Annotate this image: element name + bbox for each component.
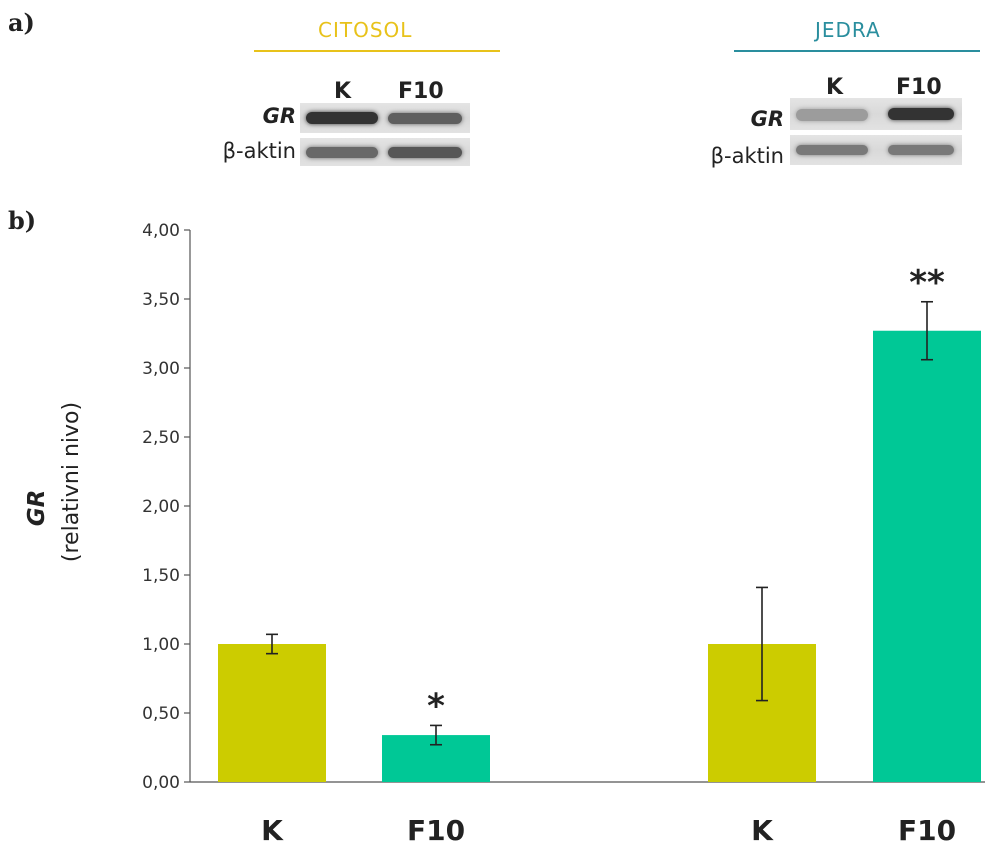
blot-strip-actin [300,138,470,166]
x-axis-labels: K F10 K F10 [261,814,956,847]
blot-rule-jedra [734,50,980,52]
x-category-label: F10 [898,814,956,847]
blot-band [306,112,378,124]
blot-band [388,113,462,124]
y-tick-label: 0,00 [142,773,180,793]
y-tick-label: 3,00 [142,359,180,379]
blot-strip-gr [790,98,962,130]
y-tick-label: 2,50 [142,428,180,448]
blot-row-label: GR [262,104,296,128]
y-tick-label: 2,00 [142,497,180,517]
x-category-label: K [261,814,284,847]
bar [873,330,981,782]
y-axis-subtitle: (relativni nivo) [59,402,84,562]
y-tick-label: 1,00 [142,635,180,655]
lane-label-k: K [334,79,352,104]
y-tick-label: 1,50 [142,566,180,586]
blot-row-label: GR [750,107,784,131]
panel-b-label: b) [8,206,37,235]
bars: *** [218,263,981,782]
lane-label-f10: F10 [896,75,942,100]
blot-title-jedra: JEDRA [815,18,881,42]
y-tick-label: 3,50 [142,290,180,310]
blot-strip-gr [300,103,470,133]
blot-band [306,147,378,158]
significance-marker: * [427,686,445,726]
blot-band [888,145,954,155]
blot-rule-citosol [254,50,500,52]
blot-row-label: β-aktin [222,139,296,163]
blot-strip-actin [790,135,962,165]
lane-label-k: K [826,75,844,100]
bar [218,644,326,782]
blot-band [796,109,868,121]
panel-a-label: a) [8,8,35,37]
blot-band [388,147,462,158]
x-category-label: F10 [407,814,465,847]
lane-label-f10: F10 [398,79,444,104]
significance-marker: ** [909,263,945,303]
blot-band [888,108,954,120]
blot-band [796,145,868,155]
x-category-label: K [751,814,774,847]
y-axis-title: GR [24,490,50,527]
y-tick-label: 4,00 [142,221,180,241]
blot-title-citosol: CITOSOL [318,18,413,42]
blot-row-label: β-aktin [710,144,784,168]
y-tick-label: 0,50 [142,704,180,724]
